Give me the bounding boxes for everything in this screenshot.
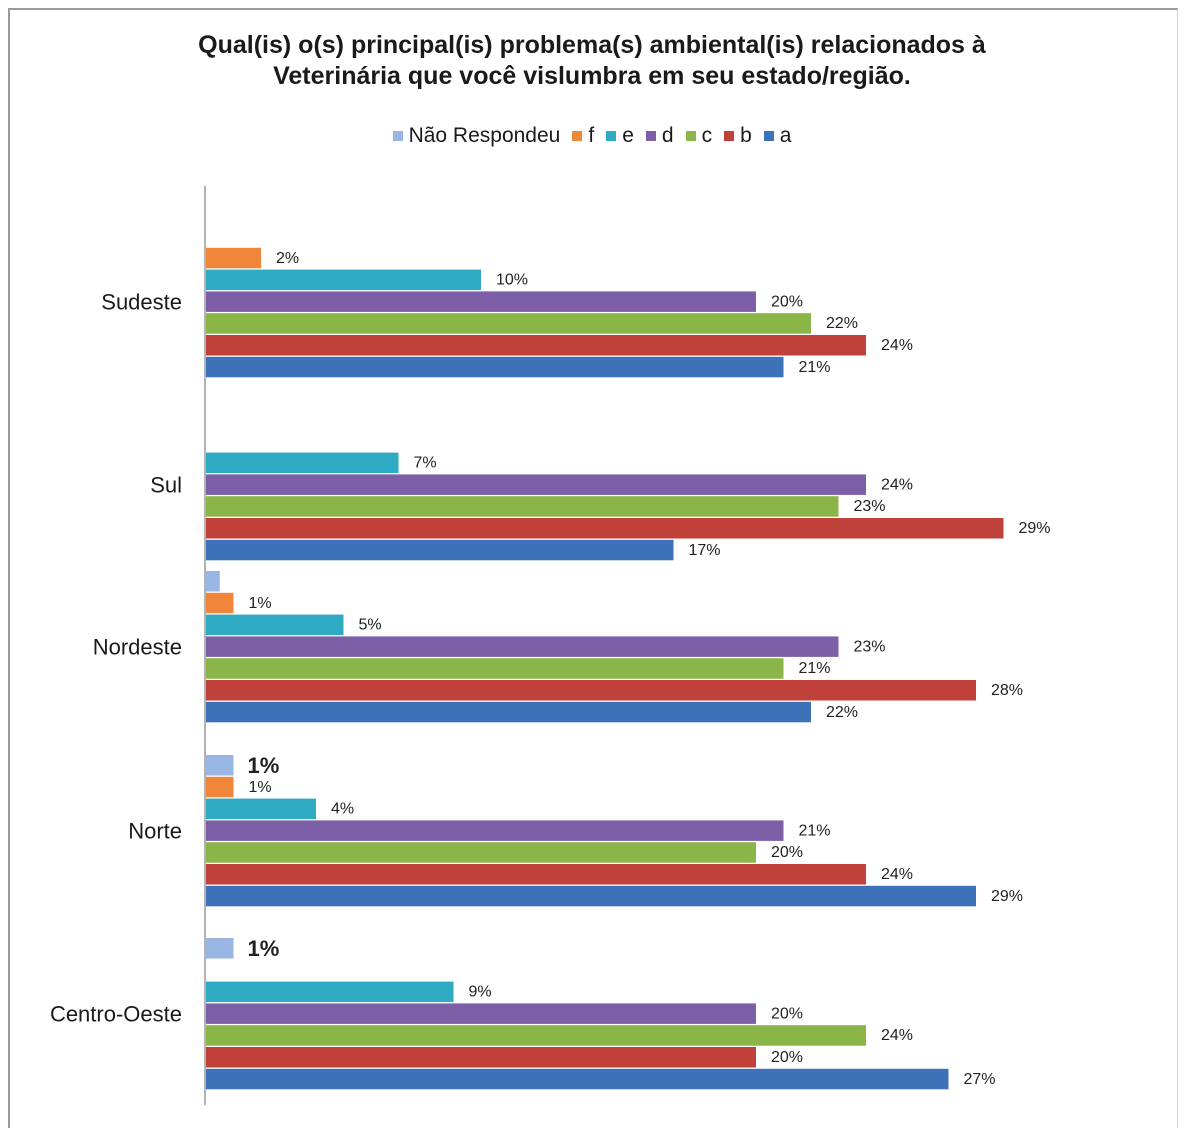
chart-title: Qual(is) o(s) principal(is) problema(s) … xyxy=(198,31,986,90)
data-label: 21% xyxy=(799,822,831,839)
legend-swatch xyxy=(685,131,696,141)
data-label: 5% xyxy=(359,617,382,634)
data-label: 23% xyxy=(854,638,886,655)
data-label: 1% xyxy=(249,779,272,796)
data-label: 20% xyxy=(771,1049,803,1066)
bar-e xyxy=(206,798,316,820)
bar-d xyxy=(206,1003,756,1024)
bar-não-respondeu xyxy=(206,571,220,592)
data-label: 2% xyxy=(276,250,299,267)
legend-label: c xyxy=(701,124,713,147)
bar-a xyxy=(206,885,976,907)
legend-swatch xyxy=(763,131,774,141)
data-label: 23% xyxy=(854,498,886,515)
data-label: 29% xyxy=(1019,520,1051,537)
legend-item: a xyxy=(763,124,792,148)
data-label: 28% xyxy=(991,682,1023,699)
legend-swatch xyxy=(392,131,403,141)
bar-e xyxy=(206,452,399,474)
bar-a xyxy=(206,1068,949,1090)
data-label: 10% xyxy=(496,272,528,289)
bar-a xyxy=(206,539,674,561)
data-label: 20% xyxy=(771,844,803,861)
bar-a xyxy=(206,356,784,378)
data-label: 4% xyxy=(331,801,354,818)
bar-c xyxy=(206,658,784,679)
bar-c xyxy=(206,496,839,517)
chart-frame xyxy=(8,8,1178,1128)
legend-label: f xyxy=(588,124,595,147)
data-label: 24% xyxy=(881,476,913,493)
chart-legend: Não Respondeu f e d c b a xyxy=(0,124,1184,148)
bar-d xyxy=(206,291,756,312)
bar-d xyxy=(206,820,784,841)
category-label: Centro-Oeste xyxy=(50,1001,182,1026)
bar-f xyxy=(206,776,234,798)
data-label: 22% xyxy=(826,704,858,721)
bar-c xyxy=(206,842,756,863)
data-label: 24% xyxy=(881,1027,913,1044)
data-label: 1% xyxy=(248,753,280,778)
legend-item: c xyxy=(685,124,713,148)
legend-item: b xyxy=(724,124,752,148)
bar-e xyxy=(206,981,454,1003)
bar-f xyxy=(206,592,234,614)
legend-item: Não Respondeu xyxy=(392,124,561,148)
data-label: 20% xyxy=(771,293,803,310)
legend-swatch xyxy=(572,131,583,141)
legend-swatch xyxy=(606,131,617,141)
data-label: 7% xyxy=(414,455,437,472)
bar-b xyxy=(206,518,1004,539)
bar-b xyxy=(206,864,866,885)
data-label: 22% xyxy=(826,315,858,332)
legend-label: a xyxy=(779,124,792,147)
data-label: 1% xyxy=(249,595,272,612)
data-label: 24% xyxy=(881,337,913,354)
legend-label: Não Respondeu xyxy=(408,124,561,147)
bar-e xyxy=(206,269,481,291)
legend-item: d xyxy=(645,124,674,148)
data-label: 29% xyxy=(991,888,1023,905)
legend-label: b xyxy=(740,124,752,147)
data-label: 1% xyxy=(248,936,280,961)
bar-d xyxy=(206,474,866,495)
bar-c xyxy=(206,1025,866,1046)
category-label: Sudeste xyxy=(101,289,182,314)
bar-b xyxy=(206,335,866,356)
legend-label: d xyxy=(661,124,674,147)
legend-swatch xyxy=(724,131,735,141)
legend-label: e xyxy=(622,124,634,147)
data-label: 21% xyxy=(799,660,831,677)
bar-f xyxy=(206,247,261,269)
data-label: 21% xyxy=(799,359,831,376)
data-label: 20% xyxy=(771,1005,803,1022)
bar-b xyxy=(206,1047,756,1068)
data-label: 27% xyxy=(964,1071,996,1088)
legend-swatch xyxy=(645,131,656,141)
bar-não-respondeu xyxy=(206,755,234,776)
bar-não-respondeu xyxy=(206,938,234,959)
data-label: 17% xyxy=(689,542,721,559)
data-label: 9% xyxy=(469,984,492,1001)
bar-e xyxy=(206,614,344,636)
legend-item: f xyxy=(572,124,594,148)
category-label: Sul xyxy=(150,472,182,497)
category-label: Nordeste xyxy=(93,634,182,659)
bar-d xyxy=(206,636,839,657)
data-label: 24% xyxy=(881,866,913,883)
legend-item: e xyxy=(606,124,634,148)
bar-a xyxy=(206,701,811,723)
bar-c xyxy=(206,313,811,334)
bar-b xyxy=(206,680,976,701)
category-label: Norte xyxy=(128,818,182,843)
